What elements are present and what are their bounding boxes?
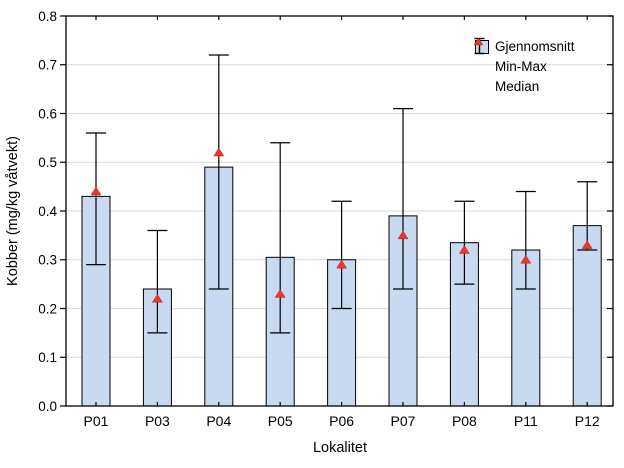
x-axis-title: Lokalitet xyxy=(313,440,367,456)
whisker-P01 xyxy=(86,132,106,266)
whisker-P05 xyxy=(270,142,291,334)
y-tick-label: 0.0 xyxy=(38,399,57,414)
x-category-label: P07 xyxy=(391,413,416,429)
x-category-label: P05 xyxy=(268,413,293,429)
whisker-P07 xyxy=(393,108,413,290)
bar-P12 xyxy=(572,225,602,407)
y-tick-label: 0.8 xyxy=(38,9,57,24)
median-marker-P04 xyxy=(213,147,225,157)
median-marker-P05 xyxy=(274,288,286,298)
legend: Gjennomsnitt Min-Max Median xyxy=(473,37,575,97)
bar-P11 xyxy=(511,249,541,407)
axes-frame-layer xyxy=(60,15,614,407)
x-category-label: P01 xyxy=(84,413,109,429)
y-tick-label: 0.7 xyxy=(38,58,57,73)
y-tick-label: 0.4 xyxy=(38,204,57,219)
whisker-P11 xyxy=(515,190,536,290)
median-marker-P01 xyxy=(90,186,102,196)
y-tick-label: 0.6 xyxy=(38,106,57,121)
whisker-P06 xyxy=(331,200,352,310)
bar-P08 xyxy=(449,242,479,407)
median-triangle-icon xyxy=(473,37,490,96)
median-marker-P08 xyxy=(458,245,470,254)
whisker-P03 xyxy=(147,229,168,334)
median-marker-P11 xyxy=(520,254,532,264)
x-category-label: P08 xyxy=(452,413,477,429)
whisker-P04 xyxy=(208,54,229,290)
median-markers-layer xyxy=(90,147,593,303)
y-tick-label: 0.2 xyxy=(38,301,57,316)
median-marker-P06 xyxy=(336,259,348,269)
median-marker-P03 xyxy=(151,293,163,303)
x-category-label: P04 xyxy=(206,413,231,429)
axis-labels-layer: 0.0 0.1 0.2 0.3 0.4 0.5 0.6 0.7 0.8 P01 P03 P04 P05 P… xyxy=(38,9,600,429)
error-bar-icon xyxy=(473,37,490,76)
legend-item-mean: Gjennomsnitt xyxy=(473,37,575,57)
y-tick-label: 0.3 xyxy=(38,253,57,268)
median-marker-P07 xyxy=(397,230,409,240)
whisker-P12 xyxy=(577,181,598,251)
x-category-label: P12 xyxy=(575,413,600,429)
x-category-label: P03 xyxy=(145,413,170,429)
whisker-P08 xyxy=(454,200,475,285)
legend-item-median: Median xyxy=(473,37,575,97)
median-marker-P12 xyxy=(581,240,593,249)
legend-label-mean: Gjennomsnitt xyxy=(495,39,575,54)
legend-item-minmax: Min-Max xyxy=(473,37,575,77)
x-category-label: P11 xyxy=(514,413,538,429)
y-tick-label: 0.5 xyxy=(38,155,57,170)
y-axis-title: Kobber (mg/kg våtvekt) xyxy=(5,136,21,286)
legend-label-minmax: Min-Max xyxy=(495,59,547,74)
x-category-label: P06 xyxy=(329,413,354,429)
y-tick-label: 0.1 xyxy=(38,350,57,365)
whiskers-layer xyxy=(86,54,598,334)
legend-label-median: Median xyxy=(495,79,540,94)
